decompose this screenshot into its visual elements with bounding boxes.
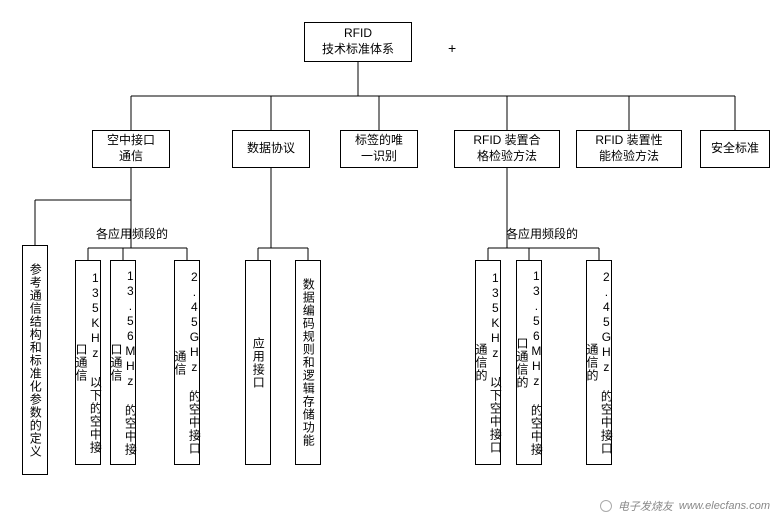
root-line2: 技术标准体系 bbox=[322, 42, 394, 58]
node-tag: 标签的唯 一识别 bbox=[340, 130, 418, 168]
watermark-icon bbox=[600, 500, 612, 512]
leaf-135khz-right: 135KHz 以下空中接口通信的 bbox=[475, 260, 501, 465]
label-freq-right: 各应用频段的 bbox=[506, 225, 578, 242]
leaf-def: 参考通信结构和标准化参数的定义 bbox=[22, 245, 48, 475]
leaf-app-interface: 应用接口 bbox=[245, 260, 271, 465]
root-line1: RFID bbox=[322, 26, 394, 42]
leaf-245ghz-right: 2.45GHz 的空中接口通信的 bbox=[586, 260, 612, 465]
node-security: 安全标准 bbox=[700, 130, 770, 168]
leaf-1356mhz-left: 13.56MHz 的空中接口通信 bbox=[110, 260, 136, 465]
cursor-icon: + bbox=[448, 40, 456, 56]
leaf-135khz-left: 135KHz 以下的空中接口通信 bbox=[75, 260, 101, 465]
leaf-data-rules: 数据编码规则和逻辑存储功能 bbox=[295, 260, 321, 465]
watermark-site: www.elecfans.com bbox=[679, 500, 770, 512]
leaf-245ghz-left: 2.45GHz 的空中接口通信 bbox=[174, 260, 200, 465]
node-performance: RFID 装置性 能检验方法 bbox=[576, 130, 682, 168]
root-node: RFID 技术标准体系 bbox=[304, 22, 412, 62]
node-air: 空中接口 通信 bbox=[92, 130, 170, 168]
label-freq-left: 各应用频段的 bbox=[96, 225, 168, 242]
node-conformity: RFID 装置合 格检验方法 bbox=[454, 130, 560, 168]
watermark: 电子发烧友 www.elecfans.com bbox=[600, 498, 770, 514]
watermark-brand: 电子发烧友 bbox=[618, 498, 673, 514]
node-data: 数据协议 bbox=[232, 130, 310, 168]
leaf-1356mhz-right: 13.56MHz 的空中接口通信的 bbox=[516, 260, 542, 465]
